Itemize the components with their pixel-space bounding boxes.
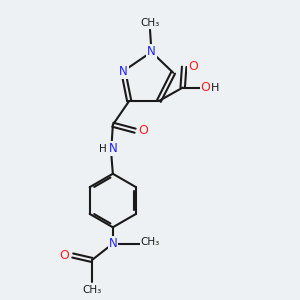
Text: H: H xyxy=(99,143,107,154)
Text: O: O xyxy=(188,60,198,73)
Text: CH₃: CH₃ xyxy=(82,285,102,295)
Text: N: N xyxy=(119,65,128,78)
Text: CH₃: CH₃ xyxy=(140,237,160,247)
Text: N: N xyxy=(109,237,117,250)
Text: H: H xyxy=(211,82,220,93)
Text: CH₃: CH₃ xyxy=(140,18,160,28)
Text: O: O xyxy=(139,124,148,137)
Text: O: O xyxy=(59,249,69,262)
Text: O: O xyxy=(201,81,211,94)
Text: N: N xyxy=(147,45,156,58)
Text: N: N xyxy=(109,142,117,155)
